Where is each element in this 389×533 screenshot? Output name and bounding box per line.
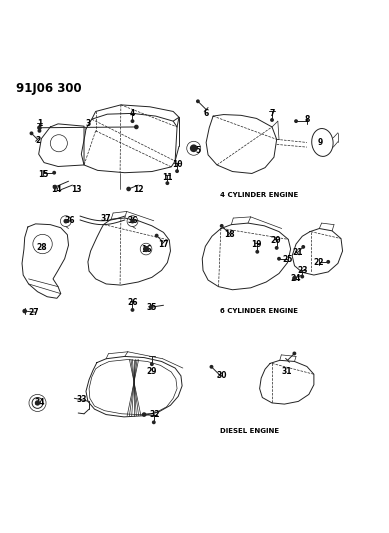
Circle shape bbox=[131, 119, 135, 123]
Text: 1: 1 bbox=[37, 118, 42, 127]
Text: 18: 18 bbox=[224, 230, 235, 239]
Text: 34: 34 bbox=[34, 399, 45, 407]
Text: 35: 35 bbox=[147, 303, 157, 312]
Circle shape bbox=[30, 132, 33, 135]
Text: 6: 6 bbox=[203, 109, 209, 118]
Text: 4 CYLINDER ENGINE: 4 CYLINDER ENGINE bbox=[220, 192, 298, 198]
Circle shape bbox=[294, 119, 298, 123]
Circle shape bbox=[275, 246, 279, 250]
Circle shape bbox=[134, 125, 139, 130]
Text: 32: 32 bbox=[150, 410, 160, 419]
Text: 2: 2 bbox=[35, 136, 40, 145]
Circle shape bbox=[165, 181, 169, 185]
Circle shape bbox=[277, 257, 281, 261]
Text: 9: 9 bbox=[318, 138, 323, 147]
Circle shape bbox=[190, 144, 198, 152]
Text: 31: 31 bbox=[282, 367, 292, 376]
Text: 91J06 300: 91J06 300 bbox=[16, 82, 82, 95]
Circle shape bbox=[220, 224, 224, 228]
Text: 5: 5 bbox=[196, 146, 201, 155]
Text: 15: 15 bbox=[38, 169, 49, 179]
Text: 16: 16 bbox=[141, 245, 151, 254]
Text: 19: 19 bbox=[251, 239, 262, 248]
Text: 10: 10 bbox=[172, 160, 182, 169]
Circle shape bbox=[152, 421, 156, 424]
Circle shape bbox=[210, 365, 214, 369]
Circle shape bbox=[131, 308, 135, 312]
Circle shape bbox=[293, 351, 296, 356]
Text: 13: 13 bbox=[71, 185, 82, 194]
Circle shape bbox=[37, 129, 41, 133]
Text: 29: 29 bbox=[147, 367, 157, 376]
Text: 36: 36 bbox=[127, 216, 138, 225]
Text: 4: 4 bbox=[130, 109, 135, 118]
Circle shape bbox=[23, 309, 27, 313]
Text: 33: 33 bbox=[77, 394, 88, 403]
Text: 6 CYLINDER ENGINE: 6 CYLINDER ENGINE bbox=[220, 308, 298, 314]
Text: 28: 28 bbox=[36, 244, 47, 253]
Circle shape bbox=[155, 233, 159, 238]
Circle shape bbox=[301, 245, 305, 249]
Text: 37: 37 bbox=[101, 214, 111, 223]
Text: 27: 27 bbox=[28, 308, 39, 317]
Circle shape bbox=[326, 260, 330, 264]
Circle shape bbox=[149, 305, 153, 310]
Circle shape bbox=[300, 274, 304, 279]
Circle shape bbox=[142, 412, 146, 417]
Circle shape bbox=[37, 125, 42, 130]
Text: 22: 22 bbox=[313, 258, 324, 267]
Text: 11: 11 bbox=[162, 173, 173, 182]
Text: 7: 7 bbox=[269, 109, 275, 118]
Text: 12: 12 bbox=[133, 185, 144, 194]
Text: 8: 8 bbox=[304, 116, 310, 125]
Text: 23: 23 bbox=[298, 266, 308, 275]
Text: 26: 26 bbox=[127, 297, 138, 306]
Circle shape bbox=[196, 99, 200, 103]
Circle shape bbox=[130, 219, 135, 223]
Text: 36: 36 bbox=[65, 216, 75, 225]
Text: 17: 17 bbox=[158, 239, 169, 248]
Text: 24: 24 bbox=[290, 274, 301, 284]
Circle shape bbox=[35, 400, 40, 406]
Circle shape bbox=[52, 171, 56, 175]
Circle shape bbox=[63, 219, 68, 223]
Text: DIESEL ENGINE: DIESEL ENGINE bbox=[220, 428, 279, 434]
Circle shape bbox=[150, 362, 154, 366]
Circle shape bbox=[292, 276, 297, 280]
Circle shape bbox=[255, 250, 259, 254]
Text: 25: 25 bbox=[282, 255, 293, 264]
Circle shape bbox=[53, 185, 57, 189]
Text: 20: 20 bbox=[271, 236, 281, 245]
Text: 3: 3 bbox=[85, 118, 91, 127]
Circle shape bbox=[143, 246, 149, 252]
Text: 14: 14 bbox=[52, 185, 62, 194]
Circle shape bbox=[270, 118, 274, 122]
Text: 21: 21 bbox=[292, 248, 303, 257]
Circle shape bbox=[175, 169, 179, 173]
Text: 30: 30 bbox=[216, 372, 227, 381]
Circle shape bbox=[126, 187, 131, 191]
